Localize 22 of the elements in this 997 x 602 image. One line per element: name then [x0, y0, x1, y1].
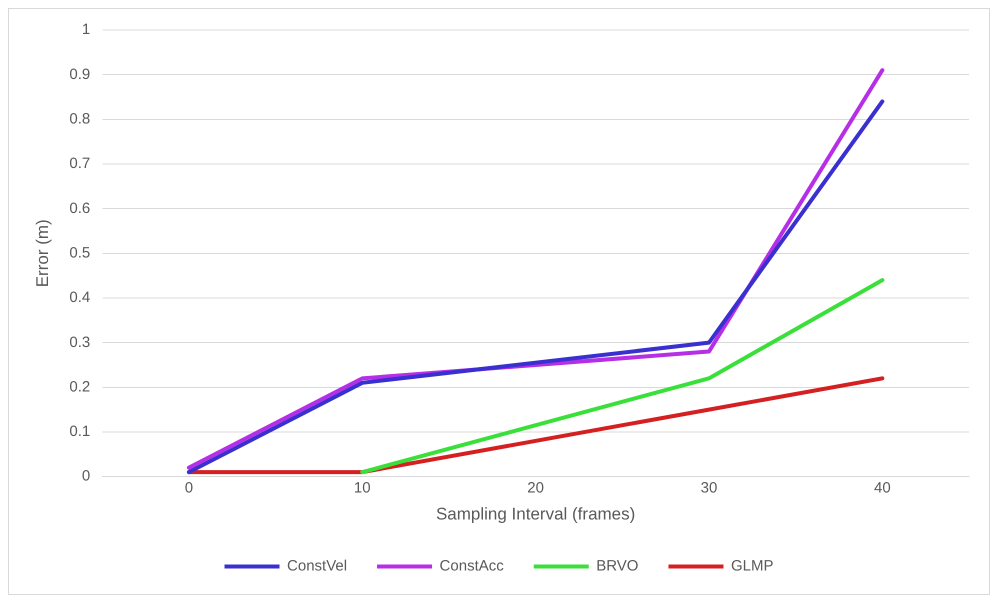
- y-tick-label: 0.1: [69, 423, 90, 440]
- y-tick-label: 0.7: [69, 155, 90, 172]
- x-axis-title: Sampling Interval (frames): [436, 504, 636, 524]
- legend-label: ConstAcc: [440, 558, 504, 575]
- y-tick-label: 0.3: [69, 334, 90, 351]
- y-tick-label: 0: [82, 468, 90, 485]
- x-tick-label: 0: [184, 480, 194, 497]
- y-tick-label: 0.8: [69, 110, 90, 128]
- x-tick-label: 30: [700, 480, 718, 497]
- y-tick-label: 0.2: [69, 378, 90, 396]
- y-tick-label: 0.4: [69, 289, 90, 306]
- legend-label: BRVO: [596, 558, 638, 575]
- y-tick-label: 0.9: [69, 66, 90, 83]
- y-tick-label: 1: [82, 21, 90, 38]
- legend-label: ConstVel: [287, 558, 348, 575]
- x-tick-label: 40: [874, 480, 891, 497]
- y-tick-label: 0.5: [69, 244, 90, 262]
- y-axis-title: Error (m): [32, 219, 52, 288]
- y-tick-label: 0.6: [69, 200, 90, 217]
- x-tick-label: 20: [527, 480, 544, 497]
- x-tick-label: 10: [354, 480, 371, 497]
- legend-label: GLMP: [730, 558, 774, 575]
